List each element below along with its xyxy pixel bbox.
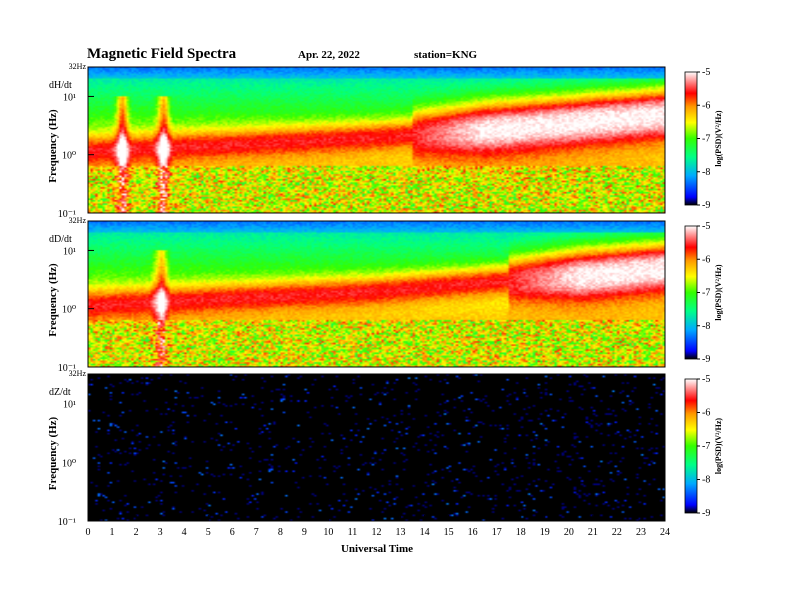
x-tick-label: 13 bbox=[396, 527, 406, 538]
colorbar-tick-label: -8 bbox=[702, 475, 710, 486]
colorbar-label: log(PSD)(V²/Hz) bbox=[714, 264, 723, 321]
y-tick-label: 10⁰ bbox=[62, 458, 76, 469]
panel-1: dD/dt 32Hz 10¹ 10⁰ 10⁻¹ Frequency (Hz) -5 -6 -7 -… bbox=[47, 216, 723, 374]
colorbar-tick-label: -8 bbox=[702, 167, 710, 178]
x-tick-label: 10 bbox=[323, 527, 333, 538]
figure-station: station=KNG bbox=[414, 49, 478, 61]
x-tick-label: 1 bbox=[110, 527, 115, 538]
spectrogram-0 bbox=[88, 67, 665, 213]
x-tick-label: 3 bbox=[158, 527, 163, 538]
colorbar-tick-label: -7 bbox=[702, 134, 710, 145]
x-tick-label: 18 bbox=[516, 527, 526, 538]
x-tick-label: 11 bbox=[348, 527, 358, 538]
y-tick-label: 10¹ bbox=[63, 246, 76, 257]
colorbar-tick-label: -6 bbox=[702, 408, 710, 419]
colorbar-tick-label: -9 bbox=[702, 200, 710, 211]
panel-component-label: dZ/dt bbox=[49, 387, 71, 398]
x-tick-label: 23 bbox=[636, 527, 646, 538]
x-tick-label: 20 bbox=[564, 527, 574, 538]
panel-2: dZ/dt 32Hz 10¹ 10⁰ 10⁻¹ Frequency (Hz) -5 -6 -7 -… bbox=[47, 369, 723, 528]
x-tick-label: 21 bbox=[588, 527, 598, 538]
x-tick-label: 6 bbox=[230, 527, 235, 538]
x-tick-label: 17 bbox=[492, 527, 502, 538]
colorbar-tick-label: -9 bbox=[702, 508, 710, 519]
x-tick-label: 4 bbox=[182, 527, 187, 538]
colorbar-tick-label: -7 bbox=[702, 441, 710, 452]
figure-date: Apr. 22, 2022 bbox=[298, 49, 360, 61]
y-tick-label: 10⁰ bbox=[62, 151, 76, 162]
y-top-label: 32Hz bbox=[69, 369, 87, 378]
panel-0: dH/dt 32Hz 10¹ 10⁰ 10⁻¹ Frequency (Hz) -5 -6 -7 -… bbox=[47, 62, 723, 220]
colorbar-2 bbox=[684, 378, 698, 514]
x-tick-label: 19 bbox=[540, 527, 550, 538]
colorbar-0 bbox=[684, 71, 698, 206]
x-tick-label: 16 bbox=[468, 527, 478, 538]
x-axis-label: Universal Time bbox=[341, 543, 413, 555]
y-axis-label: Frequency (Hz) bbox=[47, 263, 59, 337]
x-tick-label: 12 bbox=[372, 527, 382, 538]
panels-group: dH/dt 32Hz 10¹ 10⁰ 10⁻¹ Frequency (Hz) -5 -6 -7 -… bbox=[47, 62, 723, 528]
y-tick-label: 10¹ bbox=[63, 92, 76, 103]
colorbar-tick-label: -5 bbox=[702, 374, 710, 385]
panel-component-label: dH/dt bbox=[49, 80, 72, 91]
y-tick-label: 10⁻¹ bbox=[58, 209, 76, 220]
colorbar-tick-label: -6 bbox=[702, 100, 710, 111]
colorbar-tick-label: -9 bbox=[702, 354, 710, 365]
x-tick-label: 9 bbox=[302, 527, 307, 538]
colorbar-label: log(PSD)(V²/Hz) bbox=[714, 110, 723, 167]
panel-frame-1 bbox=[87, 220, 666, 368]
x-tick-label: 14 bbox=[420, 527, 430, 538]
spectrogram-2 bbox=[88, 374, 665, 521]
colorbar-tick-label: -6 bbox=[702, 254, 710, 265]
y-axis-label: Frequency (Hz) bbox=[47, 416, 59, 490]
y-tick-label: 10¹ bbox=[63, 400, 76, 411]
x-tick-label: 22 bbox=[612, 527, 622, 538]
y-top-label: 32Hz bbox=[69, 62, 87, 71]
x-tick-label: 0 bbox=[86, 527, 91, 538]
figure-title: Magnetic Field Spectra bbox=[87, 46, 237, 62]
x-tick-label: 15 bbox=[444, 527, 454, 538]
colorbar-label: log(PSD)(V²/Hz) bbox=[714, 418, 723, 475]
x-tick-label: 2 bbox=[134, 527, 139, 538]
panel-frame-0 bbox=[87, 66, 666, 214]
x-tick-label: 7 bbox=[254, 527, 259, 538]
y-tick-label: 10⁻¹ bbox=[58, 363, 76, 374]
y-top-label: 32Hz bbox=[69, 216, 87, 225]
colorbar-tick-label: -7 bbox=[702, 288, 710, 299]
x-axis: 0 1 2 3 4 5 6 7 8 9 10 11 12 13 14 15 16 17 18 19 20 21 22 23 24… bbox=[86, 515, 670, 555]
x-tick-label: 8 bbox=[278, 527, 283, 538]
y-tick-label: 10⁰ bbox=[62, 305, 76, 316]
spectrogram-1 bbox=[88, 221, 665, 367]
x-tick-label: 5 bbox=[206, 527, 211, 538]
panel-component-label: dD/dt bbox=[49, 234, 72, 245]
x-tick-label: 24 bbox=[660, 527, 670, 538]
colorbar-tick-label: -5 bbox=[702, 221, 710, 232]
colorbar-tick-label: -5 bbox=[702, 67, 710, 78]
y-tick-label: 10⁻¹ bbox=[58, 517, 76, 528]
colorbar-1 bbox=[684, 225, 698, 360]
colorbar-tick-label: -8 bbox=[702, 321, 710, 332]
y-axis-label: Frequency (Hz) bbox=[47, 109, 59, 183]
